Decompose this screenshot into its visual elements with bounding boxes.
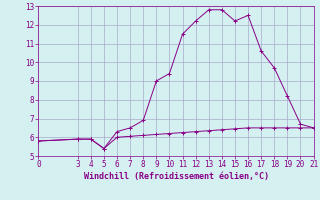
X-axis label: Windchill (Refroidissement éolien,°C): Windchill (Refroidissement éolien,°C)	[84, 172, 268, 181]
